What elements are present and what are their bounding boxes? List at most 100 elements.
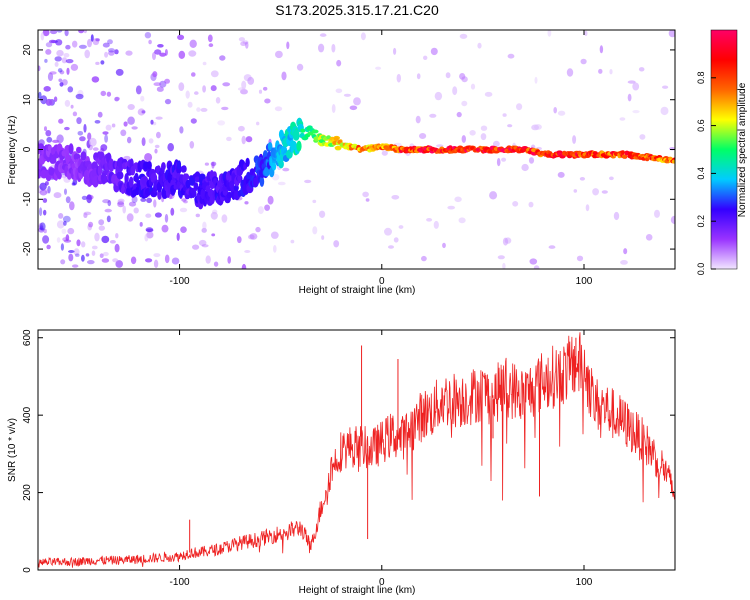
noise-cell (226, 136, 232, 142)
noise-cell (282, 167, 290, 172)
noise-cell (39, 189, 48, 196)
noise-cell (353, 97, 361, 106)
ridge-cell (259, 176, 265, 187)
colorbar-tick-label: 0.8 (696, 72, 706, 85)
snr-y-tick-label: 400 (22, 406, 33, 423)
noise-cell (58, 213, 64, 219)
noise-cell (68, 253, 74, 262)
noise-cell (178, 82, 185, 91)
snr-series-line (38, 332, 675, 568)
noise-cell (94, 232, 100, 242)
noise-cell (275, 50, 283, 59)
ridge-cell (130, 165, 136, 176)
noise-cell (62, 237, 68, 242)
snr-x-label: Height of straight line (km) (299, 585, 416, 596)
noise-cell (64, 99, 71, 107)
noise-cell (645, 234, 653, 241)
noise-cell (433, 220, 439, 229)
noise-cell (153, 199, 157, 208)
noise-cell (52, 139, 60, 143)
noise-cell (89, 137, 97, 147)
noise-cell (240, 89, 248, 95)
noise-cell (43, 209, 47, 216)
noise-cell (83, 211, 92, 216)
noise-cell (391, 195, 400, 200)
noise-cell (90, 34, 94, 42)
noise-cell (130, 256, 137, 265)
ridge-cell (292, 129, 300, 141)
noise-cell (211, 233, 216, 237)
noise-cell (45, 189, 50, 194)
ridge-cell (300, 128, 306, 133)
noise-cell (45, 130, 52, 137)
noise-cell (54, 61, 59, 67)
noise-cell (191, 72, 196, 77)
noise-cell (42, 30, 50, 37)
noise-cell (101, 258, 110, 263)
noise-cell (38, 65, 41, 72)
noise-cell (97, 111, 103, 118)
noise-cell (102, 131, 109, 135)
ridge-cell (267, 142, 273, 151)
noise-cell (150, 119, 154, 125)
noise-cell (53, 96, 58, 102)
noise-cell (205, 255, 211, 264)
noise-cell (245, 41, 249, 49)
noise-cell (668, 30, 675, 38)
noise-cell (85, 253, 90, 257)
noise-cell (102, 199, 110, 204)
noise-cell (91, 245, 98, 250)
noise-cell (133, 207, 139, 214)
noise-cell (421, 255, 427, 262)
noise-cell (120, 129, 127, 137)
noise-cell (566, 68, 574, 77)
ridge-cell (620, 150, 625, 155)
noise-cell (210, 211, 218, 220)
ridge-cell (334, 145, 342, 150)
noise-cell (87, 132, 92, 141)
noise-cell (109, 240, 116, 244)
noise-cell (318, 43, 325, 53)
colorbar-gradient (710, 29, 738, 270)
ridge-cell (278, 159, 284, 169)
noise-cell (557, 110, 566, 116)
noise-cell (164, 98, 172, 105)
noise-cell (585, 204, 590, 212)
ridge-cell (271, 162, 277, 171)
noise-cell (100, 90, 107, 97)
noise-cell (502, 237, 509, 246)
noise-cell (454, 196, 462, 203)
noise-cell (521, 163, 529, 172)
noise-cell (189, 39, 197, 48)
noise-cell (662, 85, 669, 89)
noise-cell (598, 68, 603, 74)
noise-cell (200, 107, 208, 112)
ridge-cell (671, 159, 675, 164)
noise-cell (141, 137, 146, 147)
noise-cell (534, 124, 542, 130)
noise-cell (45, 49, 52, 55)
noise-cell (180, 226, 187, 233)
noise-cell (256, 121, 260, 126)
noise-cell (115, 68, 124, 76)
noise-cell (76, 239, 81, 247)
noise-cell (281, 71, 287, 81)
noise-cell (192, 244, 200, 250)
noise-cell (461, 135, 466, 143)
noise-cell (170, 207, 175, 216)
noise-cell (496, 158, 501, 167)
noise-cell (40, 32, 45, 41)
noise-cell (39, 182, 47, 191)
noise-cell (312, 226, 318, 235)
noise-cell (469, 130, 476, 136)
noise-cell (154, 144, 160, 149)
noise-cell (212, 209, 218, 215)
noise-cell (304, 179, 312, 184)
noise-cell (176, 232, 180, 241)
noise-cell (152, 71, 158, 78)
noise-cell (107, 200, 112, 207)
noise-cell (99, 253, 104, 258)
noise-cell (258, 89, 263, 94)
noise-cell (264, 98, 271, 104)
